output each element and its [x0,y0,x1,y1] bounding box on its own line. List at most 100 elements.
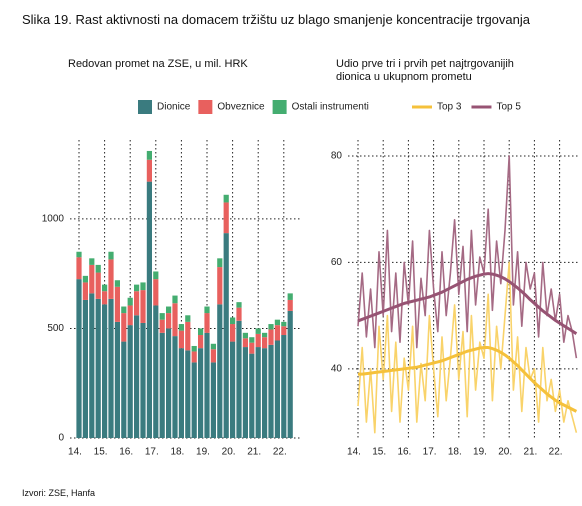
bar [274,325,280,341]
bar [268,329,274,345]
bar [217,304,223,438]
line [357,155,578,359]
bar [281,335,287,438]
x-tick-label: 22. [273,447,287,458]
bar [159,313,165,320]
x-tick-label: 15. [94,447,108,458]
bar [217,267,223,305]
x-tick-label: 19. [473,447,487,458]
bar [210,349,216,363]
legend-swatch [198,100,213,114]
bar [268,324,274,330]
subtitle: Redovan promet na ZSE, u mil. HRK [68,58,248,70]
bar [242,338,248,348]
bar [281,326,287,336]
bar [76,251,82,258]
bar [140,322,146,438]
legend-swatch [272,100,287,114]
y-tick-label: 500 [47,323,64,334]
bar [108,298,114,438]
x-tick-label: 15. [372,447,386,458]
bar [287,310,293,438]
bar [255,328,261,334]
bar [114,321,120,438]
y-tick-label: 40 [331,363,343,374]
bar [204,332,210,438]
x-tick-label: 17. [145,447,159,458]
subtitle: Udio prve tri i prvih pet najtrgovanijih… [336,58,514,83]
bar [89,258,95,265]
bar [185,350,191,438]
x-tick-label: 18. [170,447,184,458]
bar [82,275,88,283]
x-tick-label: 16. [119,447,133,458]
bar [108,251,114,260]
bar [287,299,293,311]
bar [134,315,140,438]
bar [134,284,140,292]
bar [95,298,101,438]
bar [236,307,242,321]
bar [108,259,114,299]
bar [217,258,223,268]
legend-label: Dionice [157,102,191,113]
bar [249,342,255,354]
x-tick-label: 16. [397,447,411,458]
bar [102,304,108,438]
bar [166,306,172,314]
legend-label: Top 5 [496,102,521,113]
bar [153,271,159,280]
bar [153,279,159,306]
bar [236,302,242,308]
bar [191,351,197,363]
bar [210,362,216,438]
bar [127,305,133,326]
bar [166,328,172,438]
bar [249,337,255,343]
bar [236,320,242,438]
y-tick-label: 60 [331,257,343,268]
bar [242,332,248,339]
bar [146,150,152,160]
y-tick-label: 1000 [42,214,65,225]
legend-label: Obveznice [217,102,265,113]
bar [274,319,280,326]
bar [242,347,248,438]
bar [210,343,216,350]
bar [159,319,165,333]
bar [178,348,184,438]
bar [127,297,133,306]
bar [223,233,229,438]
bar [262,337,268,349]
bar [198,335,204,349]
bar [262,348,268,438]
bar [262,332,268,338]
bar [230,341,236,438]
x-tick-label: 22. [549,447,563,458]
bar [230,317,236,325]
bar [95,264,101,273]
x-tick-label: 20. [222,447,236,458]
x-tick-label: 20. [498,447,512,458]
bar [127,325,133,438]
x-tick-label: 18. [448,447,462,458]
bar [76,257,82,280]
line [357,261,578,434]
bar [268,344,274,438]
bar [95,272,101,299]
bar [249,353,255,438]
bar [102,291,108,305]
bar [82,282,88,300]
bar [140,290,146,323]
bar [114,280,120,287]
bar [223,194,229,203]
bar [178,330,184,349]
bar [159,332,165,438]
x-tick-label: 21. [247,447,261,458]
legend-swatch [138,100,152,114]
bar [274,340,280,438]
bar [146,181,152,438]
y-tick-label: 0 [58,433,64,444]
bar [153,305,159,438]
